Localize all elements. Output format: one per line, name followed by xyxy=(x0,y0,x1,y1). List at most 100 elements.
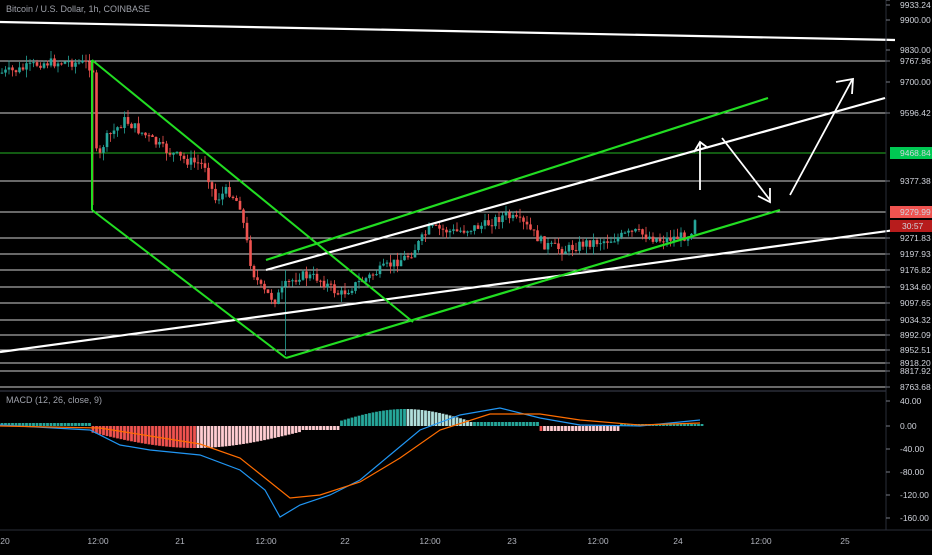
candle-body xyxy=(284,280,287,287)
candle-body xyxy=(105,133,109,148)
trendline-top[interactable] xyxy=(0,20,896,42)
arrow-head-down-icon xyxy=(757,188,771,204)
candle-body xyxy=(210,182,214,189)
channel-up-upper[interactable] xyxy=(265,96,769,262)
candle-body xyxy=(525,221,529,225)
candle-body xyxy=(14,70,18,73)
macd-histogram-bar xyxy=(161,426,165,447)
candle-body xyxy=(389,262,392,267)
candle-body xyxy=(200,162,203,164)
candle-body xyxy=(476,225,480,229)
candle-body xyxy=(557,243,560,250)
candle-body xyxy=(312,273,315,275)
time-label: 12:00 xyxy=(587,536,609,546)
indicator-title[interactable]: MACD (12, 26, close, 9) xyxy=(6,395,102,405)
candle-body xyxy=(623,232,627,234)
candle-body xyxy=(28,62,32,64)
channel-down-lower[interactable] xyxy=(91,209,287,359)
candle-body xyxy=(452,229,455,231)
price-label: 8700.00 xyxy=(900,0,931,2)
candle-body xyxy=(182,155,186,159)
price-label: 9468.84 xyxy=(900,148,931,158)
candle-body xyxy=(413,250,417,258)
candle-body xyxy=(368,274,371,279)
candle-body xyxy=(266,289,270,293)
macd-axis[interactable]: 40.00 0.00 -40.00 -80.00 -120.00 -160.00 xyxy=(886,396,929,523)
macd-histogram-bar xyxy=(564,426,567,431)
candle-body xyxy=(504,212,508,216)
macd-histogram-bar xyxy=(81,423,84,426)
macd-histogram-bar xyxy=(326,426,329,430)
macd-histogram-bar xyxy=(84,423,88,426)
candle-body xyxy=(98,148,102,153)
candle-body xyxy=(634,228,637,232)
candle-body xyxy=(231,196,235,199)
candle-body xyxy=(354,282,357,291)
candle-body xyxy=(539,236,543,242)
candle-body xyxy=(46,63,49,66)
macd-histogram-bar xyxy=(123,426,126,440)
macd-histogram-bar xyxy=(35,423,39,426)
candle-body xyxy=(175,151,179,153)
candle-body xyxy=(508,212,511,219)
candle-body xyxy=(620,232,623,238)
symbol-title[interactable]: Bitcoin / U.S. Dollar, 1h, COINBASE xyxy=(6,4,150,14)
macd-histogram-bar xyxy=(662,424,665,426)
price-label: 9097.65 xyxy=(900,298,931,308)
macd-histogram-bar xyxy=(630,424,634,426)
macd-histogram-bar xyxy=(679,424,683,426)
macd-histogram-bar xyxy=(98,426,102,435)
candle-body xyxy=(459,230,462,232)
candle-body xyxy=(515,214,518,217)
candle-body xyxy=(511,214,515,219)
macd-histogram-bar xyxy=(578,426,581,431)
channel-down-upper[interactable] xyxy=(91,59,414,323)
trendline-support[interactable] xyxy=(0,228,896,354)
candle-body xyxy=(319,280,322,282)
macd-histogram-bar xyxy=(420,409,424,426)
macd-histogram-bar xyxy=(102,426,105,436)
macd-histogram-bar xyxy=(277,426,280,438)
time-axis[interactable]: 20 12:00 21 12:00 22 12:00 23 12:00 24 12:00 25 xyxy=(0,536,850,546)
candle-body xyxy=(392,259,396,267)
macd-histogram-bar xyxy=(368,413,371,426)
candle-body xyxy=(357,281,361,283)
macd-histogram-bar xyxy=(588,426,592,431)
macd-histogram-bar xyxy=(585,426,588,431)
macd-histogram-bar xyxy=(508,422,511,426)
candle-body xyxy=(686,238,690,241)
macd-histogram-bar xyxy=(553,426,557,431)
macd-histogram-bar xyxy=(182,426,186,448)
projection-arrows[interactable] xyxy=(693,77,854,204)
macd-histogram-bar xyxy=(417,409,420,426)
candle-body xyxy=(224,187,228,194)
candle-body xyxy=(553,242,557,244)
last-price-tag xyxy=(890,206,932,218)
candle-body xyxy=(613,241,616,243)
macd-histogram-bar xyxy=(616,426,620,431)
macd-histogram-bar xyxy=(424,410,427,426)
channel-up-lower[interactable] xyxy=(285,208,781,360)
macd-histogram-bar xyxy=(49,423,53,426)
candle-body xyxy=(214,188,217,201)
candle-body xyxy=(67,61,70,63)
trend-drawings[interactable] xyxy=(0,20,896,360)
candle-body xyxy=(256,277,259,281)
candle-body xyxy=(203,163,207,168)
candle-body xyxy=(630,230,634,232)
trendline-rising[interactable] xyxy=(265,96,886,272)
macd-histogram-bar xyxy=(389,409,392,426)
candle-body xyxy=(252,265,256,278)
price-label: 9900.00 xyxy=(900,15,931,25)
candle-body xyxy=(123,117,126,128)
candle-body xyxy=(137,123,140,134)
macd-histogram-bar xyxy=(301,426,305,430)
candle-body xyxy=(11,67,14,71)
macd-histogram-bar xyxy=(207,426,210,448)
macd-histogram-bar xyxy=(14,423,18,426)
macd-histogram-bar xyxy=(427,410,431,426)
candle-body xyxy=(644,234,648,239)
macd-histogram-bar xyxy=(581,426,585,431)
